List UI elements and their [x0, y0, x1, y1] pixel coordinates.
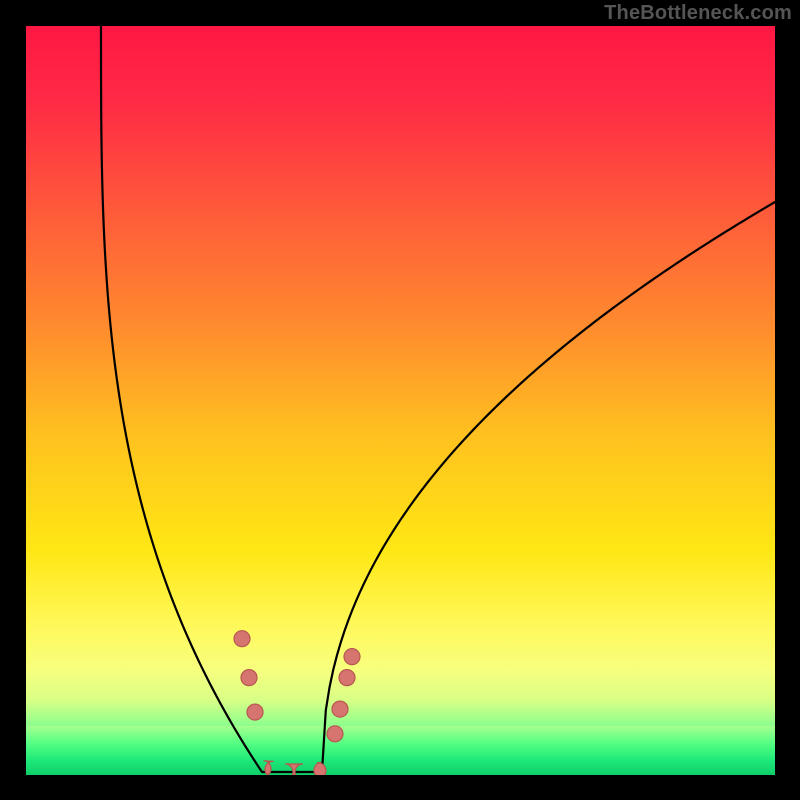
curve-marker: [241, 670, 257, 686]
curve-marker: [285, 764, 303, 775]
marker-group: [234, 631, 360, 775]
curve-marker: [247, 704, 263, 720]
plot-area: [26, 26, 775, 775]
curve-marker: [314, 762, 326, 775]
chart-container: TheBottleneck.com: [0, 0, 800, 800]
curve-marker: [327, 726, 343, 742]
bottleneck-curve: [101, 26, 775, 772]
curve-marker: [234, 631, 250, 647]
curve-layer: [26, 26, 775, 775]
curve-marker: [339, 670, 355, 686]
curve-marker: [332, 701, 348, 717]
watermark-text: TheBottleneck.com: [604, 2, 792, 25]
curve-marker: [344, 649, 360, 665]
